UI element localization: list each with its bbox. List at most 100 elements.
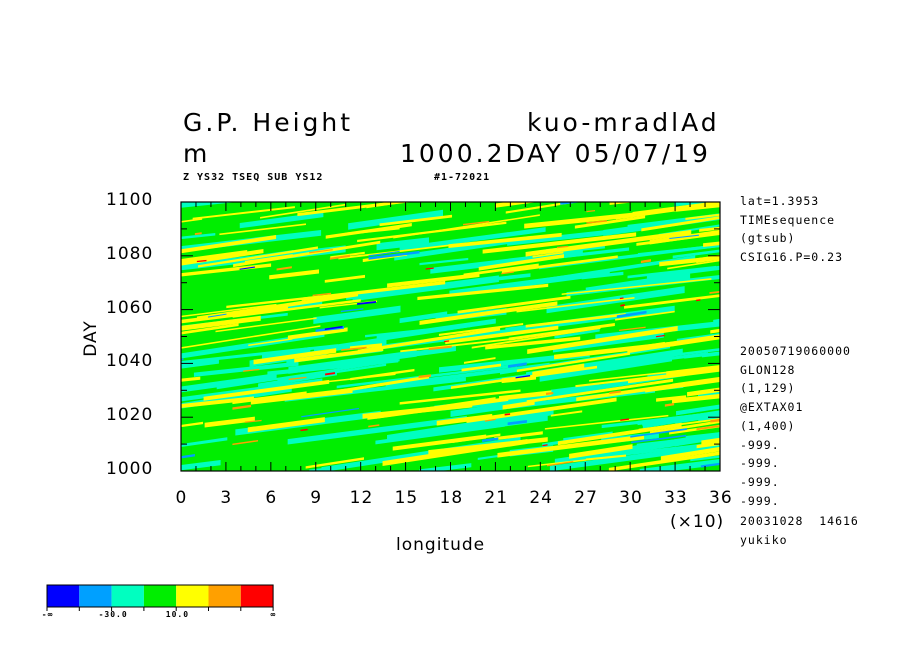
heatmap-cell-yellow [685, 213, 720, 220]
heatmap-cell-yellow [305, 457, 364, 469]
heatmap-cell-orange [368, 424, 380, 428]
side-info-line: (gtsub) [740, 231, 796, 246]
heatmap-cell-yellow [244, 254, 293, 264]
heatmap-cell-orange [546, 391, 554, 395]
heatmap-cell-yellow [499, 390, 552, 401]
heatmap-cell-orange [312, 292, 332, 297]
heatmap-cell-yellow [204, 416, 255, 428]
heatmap-cell-yellow [495, 202, 539, 208]
heatmap-cell-lightblue [208, 313, 227, 318]
heatmap-cell-yellow [181, 218, 203, 223]
x-tick-label: 3 [220, 488, 233, 508]
heatmap-cell-yellow [196, 292, 359, 321]
heatmap-cell-yellow [699, 226, 720, 232]
heatmap-cell-yellow [696, 254, 720, 264]
heatmap-cell-yellow [340, 375, 430, 393]
side-info-line: CSIG16.P=0.23 [740, 250, 844, 265]
heatmap-cell-yellow [502, 400, 535, 410]
heatmap-cell-yellow [527, 459, 587, 468]
x-tick-label: 6 [265, 488, 278, 508]
heatmap-cell-yellow [419, 301, 558, 325]
heatmap-cell-orange [150, 217, 165, 221]
heatmap-cell-cyan [676, 404, 720, 416]
colorbar-swatch [240, 585, 274, 607]
heatmap-cell-yellow [524, 212, 634, 229]
colorbar-label: 10.0 [165, 610, 190, 619]
heatmap-cell-cyan [267, 358, 399, 376]
x-tick-label: 15 [394, 488, 419, 508]
heatmap-cell-cyan [549, 443, 720, 471]
heatmap-cell-cyan [601, 419, 649, 429]
heatmap-cell-orange [710, 418, 720, 423]
heatmap-cell-yellow [525, 229, 692, 257]
heatmap-cell-yellow [250, 387, 353, 405]
heatmap-cell-yellow [645, 380, 720, 393]
heatmap-cell-yellow [624, 294, 720, 309]
heatmap-cell-lightblue [669, 234, 699, 240]
heatmap-cell-orange [418, 374, 431, 379]
heatmap-cell-orange [609, 390, 621, 394]
side-info-line: -999. [740, 456, 780, 471]
heatmap-cell-yellow [627, 334, 720, 354]
heatmap-cell-yellow [457, 295, 571, 314]
heatmap-cell-cyan [672, 249, 720, 259]
heatmap-cell-lightblue [301, 407, 359, 418]
heatmap-cell-cyan [611, 348, 720, 364]
heatmap-cell-orange [232, 404, 252, 410]
heatmap-cell-yellow [253, 348, 337, 365]
heatmap-cell-yellow [628, 369, 720, 384]
heatmap-cell-yellow [445, 325, 559, 345]
x-tick-label: 21 [484, 488, 509, 508]
heatmap-cell-cyan [399, 227, 546, 252]
heatmap-cell-red [444, 340, 450, 343]
heatmap-cell-yellow [703, 241, 720, 247]
side-info-user: yukiko [740, 533, 788, 547]
heatmap-cell-yellow [672, 393, 720, 404]
heatmap-cell-yellow [471, 326, 601, 349]
colorbar-label: -30.0 [98, 610, 128, 619]
x-tick-label: 12 [349, 488, 374, 508]
colorbar-swatch [143, 585, 177, 607]
heatmap-cell-orange [556, 245, 569, 249]
heatmap-cell-yellow [676, 204, 720, 212]
heatmap-cell-yellow [181, 421, 204, 428]
heatmap-cell-yellow [215, 317, 317, 333]
heatmap-cell-cyan [239, 211, 324, 229]
heatmap-cell-cyan [541, 255, 696, 283]
side-info-line: @EXTAX01 [740, 400, 804, 415]
heatmap-cell-yellow [248, 338, 293, 347]
heatmap-cell-yellow [525, 313, 626, 328]
heatmap-cell-yellow [367, 396, 509, 420]
side-info-line: (1,400) [740, 418, 796, 433]
heatmap-cell-orange [664, 402, 675, 407]
heatmap-cell-red [696, 299, 701, 302]
heatmap-cell-blue [515, 375, 531, 379]
heatmap-cell-yellow [392, 434, 487, 451]
heatmap-cell-yellow [438, 322, 524, 336]
heatmap-cell-lightblue [631, 434, 687, 444]
heatmap-cell-yellow [569, 444, 633, 459]
heatmap-cell-cyan [375, 422, 505, 445]
heatmap-cell-orange [501, 271, 514, 275]
heatmap-cell-cyan [313, 305, 401, 324]
y-tick-label: 1020 [106, 405, 154, 426]
heatmap-cell-yellow [219, 223, 306, 236]
heatmap-cell-yellow [197, 246, 318, 268]
side-info-line: GLON128 [740, 362, 796, 377]
heatmap-cell-yellow [350, 368, 415, 381]
heatmap-cell-cyan [636, 434, 720, 449]
heatmap-cell-red [325, 372, 335, 376]
heatmap-cell-orange [288, 376, 307, 381]
heatmap-cell-cyan [581, 271, 624, 280]
side-info-date: 20031028 14616 [740, 514, 859, 528]
heatmap-cell-cyan [637, 244, 720, 256]
heatmap-cell-lightblue [630, 428, 687, 438]
heatmap-cell-cyan [321, 436, 521, 471]
heatmap-cell-yellow [687, 387, 720, 397]
heatmap-cell-yellow [638, 418, 720, 431]
heatmap-cell-red [504, 413, 511, 416]
colorbar-swatch [47, 585, 80, 607]
heatmap-cell-cyan [399, 311, 448, 324]
heatmap-cell-orange [546, 460, 574, 467]
heatmap-cell-red [425, 267, 434, 270]
